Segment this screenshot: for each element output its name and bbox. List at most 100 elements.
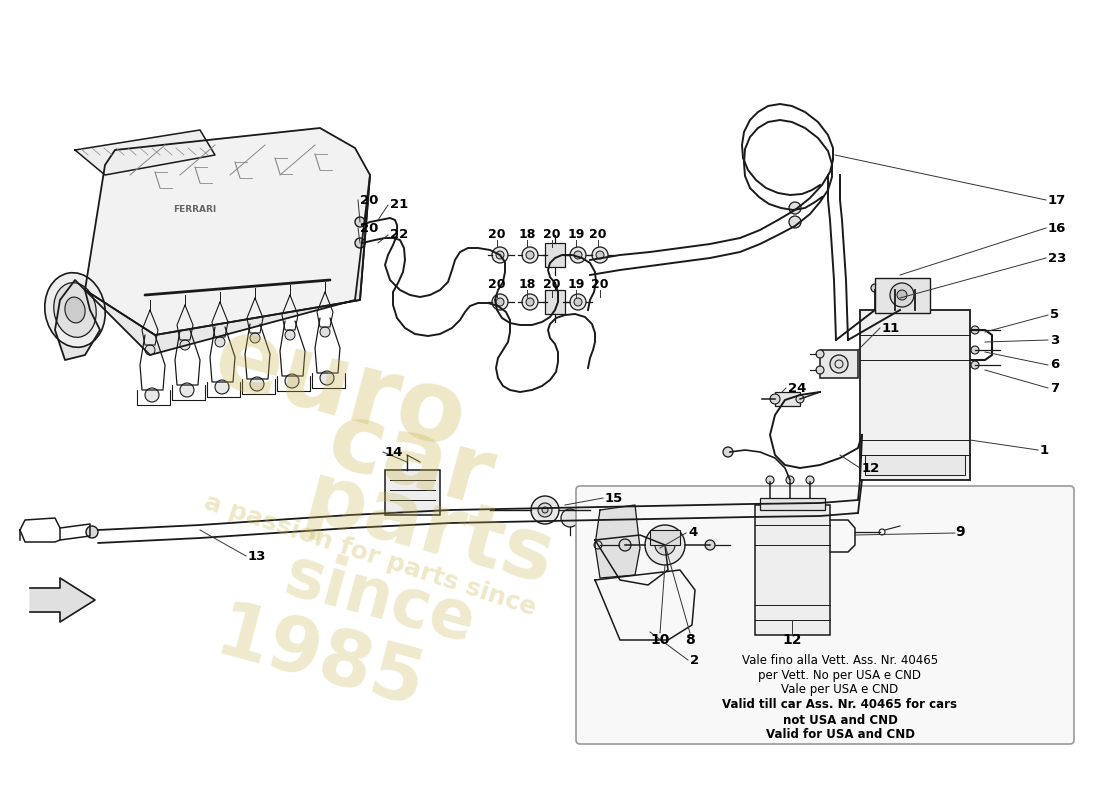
Text: since: since — [277, 543, 483, 657]
Text: 20: 20 — [360, 222, 378, 234]
Circle shape — [705, 540, 715, 550]
Bar — [755, 505, 830, 635]
Circle shape — [496, 251, 504, 259]
Text: parts: parts — [296, 457, 564, 603]
Circle shape — [654, 535, 675, 555]
Circle shape — [180, 383, 194, 397]
Text: 7: 7 — [1050, 382, 1059, 394]
Text: 9: 9 — [955, 525, 965, 539]
Text: 20: 20 — [543, 278, 561, 291]
Circle shape — [830, 355, 848, 373]
Circle shape — [526, 298, 534, 306]
Circle shape — [496, 298, 504, 306]
Text: 3: 3 — [1050, 334, 1059, 346]
Text: 13: 13 — [248, 550, 266, 562]
Circle shape — [891, 284, 899, 292]
Circle shape — [285, 330, 295, 340]
Circle shape — [250, 377, 264, 391]
Circle shape — [145, 345, 155, 355]
Text: 21: 21 — [390, 198, 408, 211]
Text: Valid till car Ass. Nr. 40465 for cars: Valid till car Ass. Nr. 40465 for cars — [723, 698, 957, 711]
Circle shape — [770, 394, 780, 404]
Bar — [760, 498, 825, 510]
Circle shape — [816, 366, 824, 374]
Circle shape — [547, 294, 563, 310]
Circle shape — [320, 371, 334, 385]
Circle shape — [355, 238, 365, 248]
Circle shape — [285, 374, 299, 388]
Text: 19: 19 — [568, 278, 585, 291]
Text: 15: 15 — [605, 491, 624, 505]
Circle shape — [596, 251, 604, 259]
Bar — [544, 243, 565, 267]
Text: 19: 19 — [568, 229, 585, 242]
Circle shape — [871, 284, 879, 292]
Circle shape — [86, 526, 98, 538]
Ellipse shape — [65, 297, 85, 323]
FancyBboxPatch shape — [576, 486, 1074, 744]
Circle shape — [766, 476, 774, 484]
Circle shape — [214, 337, 225, 347]
Polygon shape — [85, 128, 370, 335]
Circle shape — [796, 395, 804, 403]
Circle shape — [561, 509, 579, 527]
Polygon shape — [30, 578, 95, 622]
Text: FERRARI: FERRARI — [174, 206, 217, 214]
Circle shape — [971, 326, 979, 334]
Polygon shape — [55, 280, 100, 360]
Circle shape — [570, 247, 586, 263]
Circle shape — [570, 294, 586, 310]
Circle shape — [789, 216, 801, 228]
Bar — [544, 290, 565, 314]
Text: 8: 8 — [685, 633, 695, 647]
Text: 22: 22 — [390, 229, 408, 242]
Text: 4: 4 — [688, 526, 697, 539]
Text: 20: 20 — [543, 229, 561, 242]
Text: 23: 23 — [1048, 251, 1066, 265]
Circle shape — [723, 447, 733, 457]
Circle shape — [911, 284, 918, 292]
Text: car: car — [318, 394, 503, 526]
Circle shape — [806, 476, 814, 484]
Text: 18: 18 — [518, 229, 536, 242]
Circle shape — [250, 333, 260, 343]
Polygon shape — [595, 570, 695, 640]
Circle shape — [538, 503, 552, 517]
Circle shape — [547, 247, 563, 263]
Text: 1985: 1985 — [208, 597, 432, 723]
Text: 12: 12 — [782, 633, 802, 647]
Bar — [820, 350, 858, 378]
Text: per Vett. No per USA e CND: per Vett. No per USA e CND — [759, 669, 922, 682]
Circle shape — [522, 247, 538, 263]
Text: 12: 12 — [862, 462, 880, 474]
Bar — [860, 310, 970, 480]
Circle shape — [551, 298, 559, 306]
Circle shape — [355, 217, 365, 227]
Text: 20: 20 — [590, 229, 607, 242]
Text: Valid for USA and CND: Valid for USA and CND — [766, 729, 914, 742]
Circle shape — [145, 388, 160, 402]
Circle shape — [542, 507, 548, 513]
Ellipse shape — [54, 282, 96, 338]
Text: 14: 14 — [385, 446, 404, 458]
Text: 2: 2 — [690, 654, 700, 666]
Circle shape — [551, 251, 559, 259]
Polygon shape — [595, 505, 640, 578]
Text: 16: 16 — [1048, 222, 1066, 234]
Circle shape — [522, 294, 538, 310]
Polygon shape — [75, 130, 214, 175]
Bar — [385, 470, 440, 515]
Text: 20: 20 — [488, 229, 506, 242]
Circle shape — [214, 380, 229, 394]
Text: not USA and CND: not USA and CND — [782, 714, 898, 726]
Bar — [776, 392, 800, 406]
Circle shape — [492, 294, 508, 310]
Polygon shape — [595, 535, 668, 585]
Polygon shape — [85, 175, 370, 355]
Bar — [874, 278, 929, 313]
Circle shape — [574, 298, 582, 306]
Circle shape — [890, 283, 914, 307]
Text: Vale per USA e CND: Vale per USA e CND — [781, 683, 899, 697]
Circle shape — [971, 361, 979, 369]
Text: 20: 20 — [360, 194, 378, 206]
